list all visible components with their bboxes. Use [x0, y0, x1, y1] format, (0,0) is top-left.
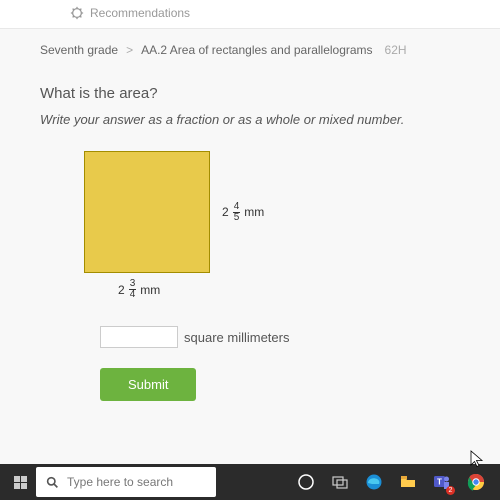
dim-bottom-fraction: 3 4 [129, 279, 137, 300]
search-icon [46, 476, 59, 489]
edge-icon[interactable] [362, 470, 386, 494]
dimension-bottom: 2 3 4 mm [118, 279, 465, 300]
answer-unit-label: square millimeters [184, 330, 289, 345]
breadcrumb-grade[interactable]: Seventh grade [40, 43, 118, 57]
answer-input[interactable] [100, 326, 178, 348]
dim-right-fraction: 4 5 [233, 202, 241, 223]
breadcrumb: Seventh grade > AA.2 Area of rectangles … [0, 29, 500, 67]
windows-icon [14, 476, 27, 489]
dim-bottom-whole: 2 [118, 283, 125, 297]
teams-badge: 2 [446, 486, 455, 495]
file-explorer-icon[interactable] [396, 470, 420, 494]
recommendations-icon [70, 6, 84, 20]
taskbar-search[interactable]: Type here to search [36, 467, 216, 497]
dim-right-denominator: 5 [233, 213, 241, 223]
teams-icon[interactable]: T 2 [430, 470, 454, 494]
figure-area: 2 4 5 mm [84, 151, 465, 273]
question-title: What is the area? [40, 85, 465, 102]
breadcrumb-separator: > [126, 43, 133, 57]
top-nav: Recommendations [0, 0, 500, 29]
rectangle-shape [84, 151, 210, 273]
breadcrumb-topic[interactable]: AA.2 Area of rectangles and parallelogra… [141, 43, 372, 57]
recommendations-label[interactable]: Recommendations [90, 6, 190, 20]
dim-right-whole: 2 [222, 205, 229, 219]
search-placeholder: Type here to search [67, 475, 173, 489]
submit-button[interactable]: Submit [100, 368, 196, 401]
task-view-icon[interactable] [328, 470, 352, 494]
start-button[interactable] [6, 468, 34, 496]
dimension-right: 2 4 5 mm [222, 202, 264, 223]
taskbar: Type here to search T 2 [0, 464, 500, 500]
cortana-icon[interactable] [294, 470, 318, 494]
dim-bottom-unit: mm [140, 283, 160, 297]
breadcrumb-code: 62H [385, 43, 407, 57]
dim-bottom-denominator: 4 [129, 290, 137, 300]
svg-text:T: T [437, 478, 442, 487]
content-area: What is the area? Write your answer as a… [0, 67, 500, 411]
taskbar-icons: T 2 [294, 470, 494, 494]
answer-row: square millimeters [100, 326, 465, 348]
dim-right-unit: mm [244, 205, 264, 219]
dim-right-numerator: 4 [233, 202, 241, 213]
chrome-icon[interactable] [464, 470, 488, 494]
question-subtitle: Write your answer as a fraction or as a … [40, 112, 465, 127]
